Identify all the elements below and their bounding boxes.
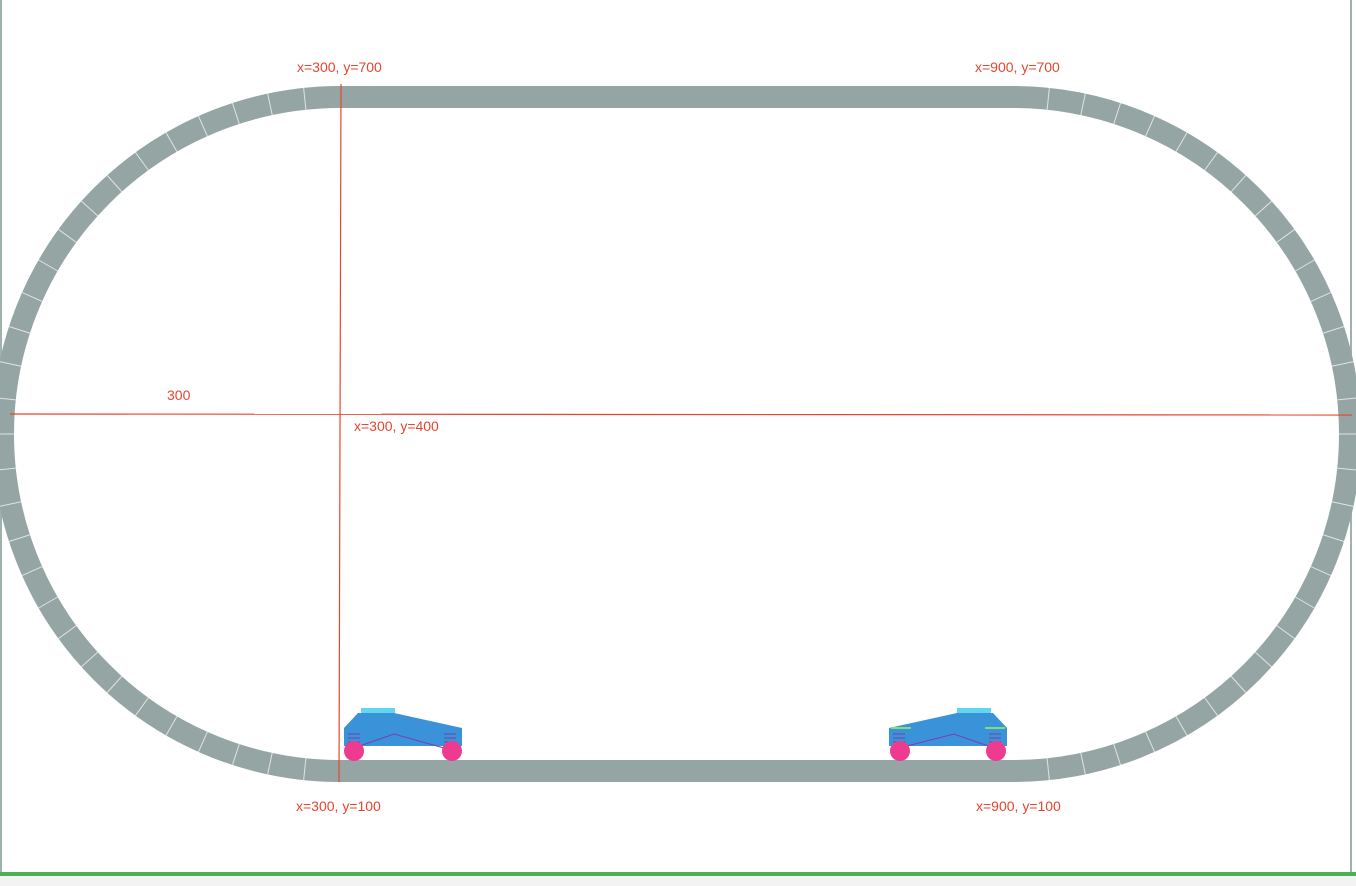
track-tie <box>267 93 273 116</box>
track-tie <box>165 132 178 152</box>
track-tie <box>267 752 273 775</box>
track-tie <box>106 175 123 193</box>
track-tie <box>8 534 31 543</box>
label-radius: 300 <box>167 387 191 403</box>
track-tie <box>106 675 123 693</box>
car-suspension <box>353 733 445 749</box>
label-bottom-right: x=900, y=100 <box>976 798 1061 814</box>
track-tie <box>1204 697 1218 716</box>
track-tie <box>1145 115 1156 137</box>
track-tie <box>1337 467 1356 471</box>
track-tie <box>1175 132 1188 152</box>
track-tie <box>8 325 31 334</box>
track-tie <box>21 291 43 302</box>
car-right[interactable] <box>889 708 1007 761</box>
car-body <box>344 713 462 746</box>
track-tie <box>303 87 307 110</box>
track-tie <box>1295 596 1315 609</box>
track-tie <box>1337 397 1356 401</box>
track-tie <box>81 651 99 668</box>
track-tie <box>1145 731 1156 753</box>
track-tie <box>231 102 240 125</box>
car-body <box>889 713 1007 746</box>
track-tie <box>1254 200 1272 217</box>
track-tie <box>1331 361 1354 367</box>
car-roof <box>957 708 991 713</box>
track-tie <box>1295 259 1315 272</box>
car-wheel-rear <box>442 741 462 761</box>
track-tie <box>1331 501 1354 507</box>
car-roof <box>361 708 395 713</box>
track-tie <box>1276 229 1295 243</box>
track-tie <box>1322 534 1345 543</box>
track-tie <box>135 697 149 716</box>
track-tie <box>1046 87 1050 110</box>
track-tie <box>81 200 99 217</box>
car-wheel-rear <box>986 741 1006 761</box>
track-tie <box>38 596 58 609</box>
label-top-right: x=900, y=700 <box>975 59 1060 75</box>
label-bottom-left: x=300, y=100 <box>296 798 381 814</box>
track-tie <box>0 467 16 471</box>
car-marker <box>891 727 911 729</box>
track-tie <box>1113 743 1122 766</box>
track-tie <box>165 716 178 736</box>
track-tie <box>1204 152 1218 171</box>
car-wheel-front <box>344 741 364 761</box>
track-tie <box>1276 625 1295 639</box>
car-suspension <box>898 733 995 749</box>
track-tie <box>1046 758 1050 781</box>
label-center: x=300, y=400 <box>354 418 439 434</box>
status-bar <box>0 872 1356 886</box>
track-tie <box>1175 716 1188 736</box>
car-marker <box>985 727 1005 729</box>
track-tie <box>0 501 22 507</box>
track-tie <box>1322 325 1345 334</box>
track-tie <box>135 152 149 171</box>
track-ties <box>0 87 1356 781</box>
track-tie <box>58 229 77 243</box>
car-left[interactable] <box>344 708 462 761</box>
track-tie <box>38 259 58 272</box>
track-tie <box>303 758 307 781</box>
track-tie <box>1230 675 1247 693</box>
track-tie <box>1080 752 1086 775</box>
track-tie <box>1113 102 1122 125</box>
track-tie <box>1310 566 1332 577</box>
track-tie <box>1310 291 1332 302</box>
label-top-left: x=300, y=700 <box>297 59 382 75</box>
track-tie <box>0 361 22 367</box>
track-tie <box>0 397 16 401</box>
track-tie <box>21 566 43 577</box>
track-tie <box>197 731 208 753</box>
track-tie <box>1230 175 1247 193</box>
car-wheel-front <box>890 741 910 761</box>
track-loop <box>0 86 1356 782</box>
track-tie <box>58 625 77 639</box>
track-tie <box>1080 93 1086 116</box>
track-tie <box>1254 651 1272 668</box>
track-tie <box>231 743 240 766</box>
horizontal-guide-line <box>9 413 1353 416</box>
vertical-guide-line <box>338 83 342 783</box>
track-tie <box>197 115 208 137</box>
